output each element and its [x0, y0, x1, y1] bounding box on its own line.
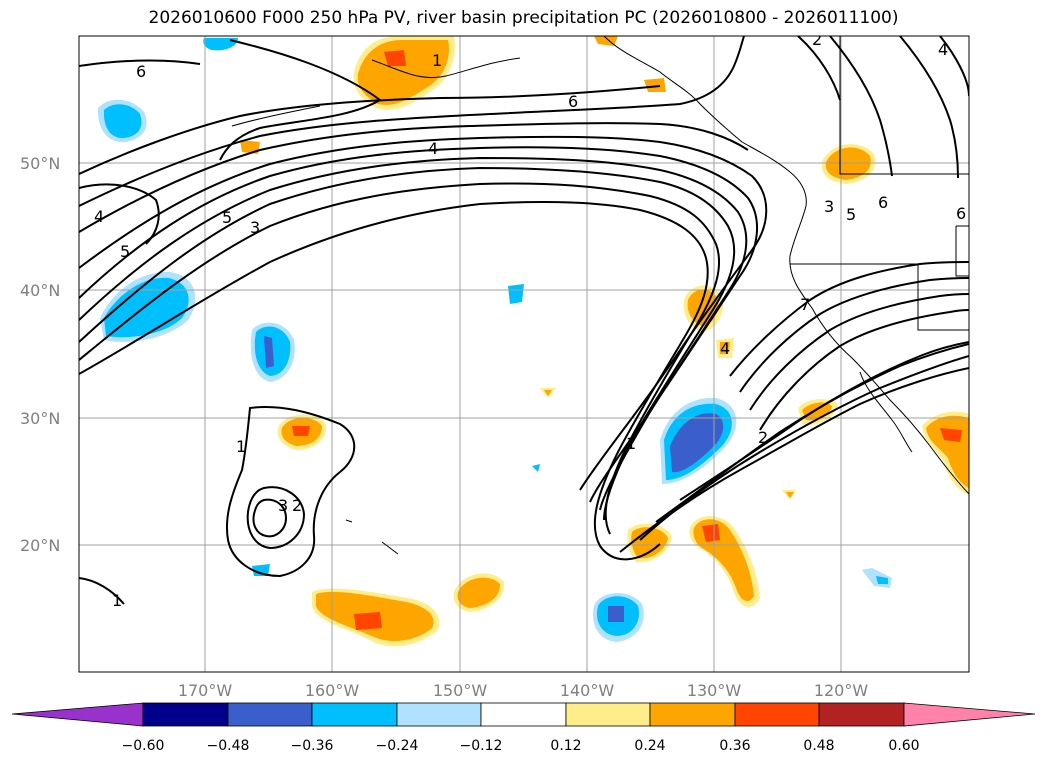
pos-anomaly-patch — [720, 342, 730, 354]
coastlines — [231, 36, 969, 555]
pv-label: 6 — [878, 193, 888, 212]
pv-label: 3 — [278, 496, 288, 515]
lat-label-20n: 20°N — [20, 536, 60, 555]
pos-anomaly-patch — [786, 492, 794, 498]
colorbar-segment — [227, 702, 313, 727]
pos-anomaly-patch — [354, 612, 382, 630]
pos-anomaly-patch — [644, 78, 666, 92]
colorbar-segment — [396, 702, 482, 727]
pv-label: 4 — [428, 139, 438, 158]
pos-anomaly-patch — [457, 577, 500, 608]
neg-anomaly-patch — [876, 576, 888, 584]
pv-label: 4 — [720, 339, 730, 358]
shading-layer — [97, 36, 969, 647]
pv-label: 6 — [956, 204, 966, 223]
pv-label: 2 — [292, 496, 302, 515]
neg-anomaly-patch — [532, 464, 540, 472]
neg-anomaly-patch — [264, 336, 274, 368]
pv-label: 5 — [120, 242, 130, 261]
neg-anomaly-patch — [608, 606, 624, 622]
colorbar-segment — [565, 702, 651, 727]
pos-anomaly-patch — [384, 50, 406, 66]
lat-label-50n: 50°N — [20, 154, 60, 173]
plot-frame — [78, 35, 970, 673]
graticule — [79, 36, 969, 672]
pos-anomaly-patch — [292, 426, 310, 436]
colorbar-segment — [480, 702, 567, 727]
lon-label-120w: 120°W — [814, 681, 869, 700]
colorbar-label: 0.36 — [719, 738, 750, 754]
plot-area — [79, 36, 969, 672]
pos-anomaly-patch — [825, 147, 871, 180]
pos-anomaly-patch — [702, 524, 720, 542]
lon-label-130w: 130°W — [687, 681, 742, 700]
pos-anomaly-patch — [940, 428, 962, 442]
pos-anomaly-patch — [544, 390, 552, 396]
pv-label: 2 — [758, 428, 768, 447]
neg-anomaly-patch — [670, 413, 724, 473]
pv-label: 1 — [112, 591, 122, 610]
colorbar-extend-min — [11, 702, 144, 727]
pv-label: 3 — [824, 197, 834, 216]
colorbar-segment — [734, 702, 820, 727]
neg-anomaly-patch — [252, 564, 270, 576]
colorbar-label: −0.12 — [460, 738, 503, 754]
pv-label: 5 — [222, 208, 232, 227]
pv-label: 6 — [136, 62, 146, 81]
map-title: 2026010600 F000 250 hPa PV, river basin … — [148, 8, 899, 28]
colorbar-label: −0.36 — [291, 738, 334, 754]
colorbar-label: 0.24 — [634, 738, 665, 754]
pv-label: 2 — [812, 30, 822, 49]
neg-anomaly-patch — [203, 38, 238, 51]
latitude-labels: 50°N 40°N 30°N 20°N — [20, 154, 60, 555]
pv-label: 6 — [568, 92, 578, 111]
lon-label-150w: 150°W — [433, 681, 488, 700]
colorbar-label: −0.24 — [376, 738, 419, 754]
pv-label: 4 — [938, 40, 948, 59]
colorbar-labels: −0.60 −0.48 −0.36 −0.24 −0.12 0.12 0.24 … — [122, 738, 920, 754]
colorbar-segment — [142, 702, 229, 727]
pv-label: 7 — [800, 295, 810, 314]
colorbar-label: 0.48 — [803, 738, 834, 754]
colorbar-segment — [311, 702, 398, 727]
pv-label: 4 — [94, 207, 104, 226]
pv-label: 3 — [250, 218, 260, 237]
colorbar-segment — [649, 702, 736, 727]
lon-label-160w: 160°W — [305, 681, 360, 700]
colorbar-label: 0.12 — [550, 738, 581, 754]
pv-label: 1 — [236, 437, 246, 456]
colorbar-label: −0.60 — [122, 738, 165, 754]
lon-label-140w: 140°W — [560, 681, 615, 700]
pv-label: 5 — [846, 205, 856, 224]
colorbar-extend-max — [903, 702, 1036, 727]
lat-label-30n: 30°N — [20, 409, 60, 428]
colorbar-segment — [818, 702, 905, 727]
colorbar — [11, 702, 1036, 727]
pv-contours — [79, 36, 969, 605]
neg-anomaly-patch — [508, 284, 524, 304]
longitude-labels: 170°W 160°W 150°W 140°W 130°W 120°W — [178, 681, 869, 700]
pv-label: 1 — [432, 51, 442, 70]
lat-label-40n: 40°N — [20, 281, 60, 300]
neg-anomaly-patch — [103, 104, 142, 139]
pv-label: 1 — [626, 434, 636, 453]
lon-label-170w: 170°W — [178, 681, 233, 700]
colorbar-label: 0.60 — [888, 738, 919, 754]
pv-contour-labels: 6 6 4 5 3 4 5 1 2 3 1 1 2 7 4 3 5 6 6 2 … — [94, 30, 966, 610]
pos-anomaly-patch — [357, 40, 450, 105]
colorbar-label: −0.48 — [207, 738, 250, 754]
